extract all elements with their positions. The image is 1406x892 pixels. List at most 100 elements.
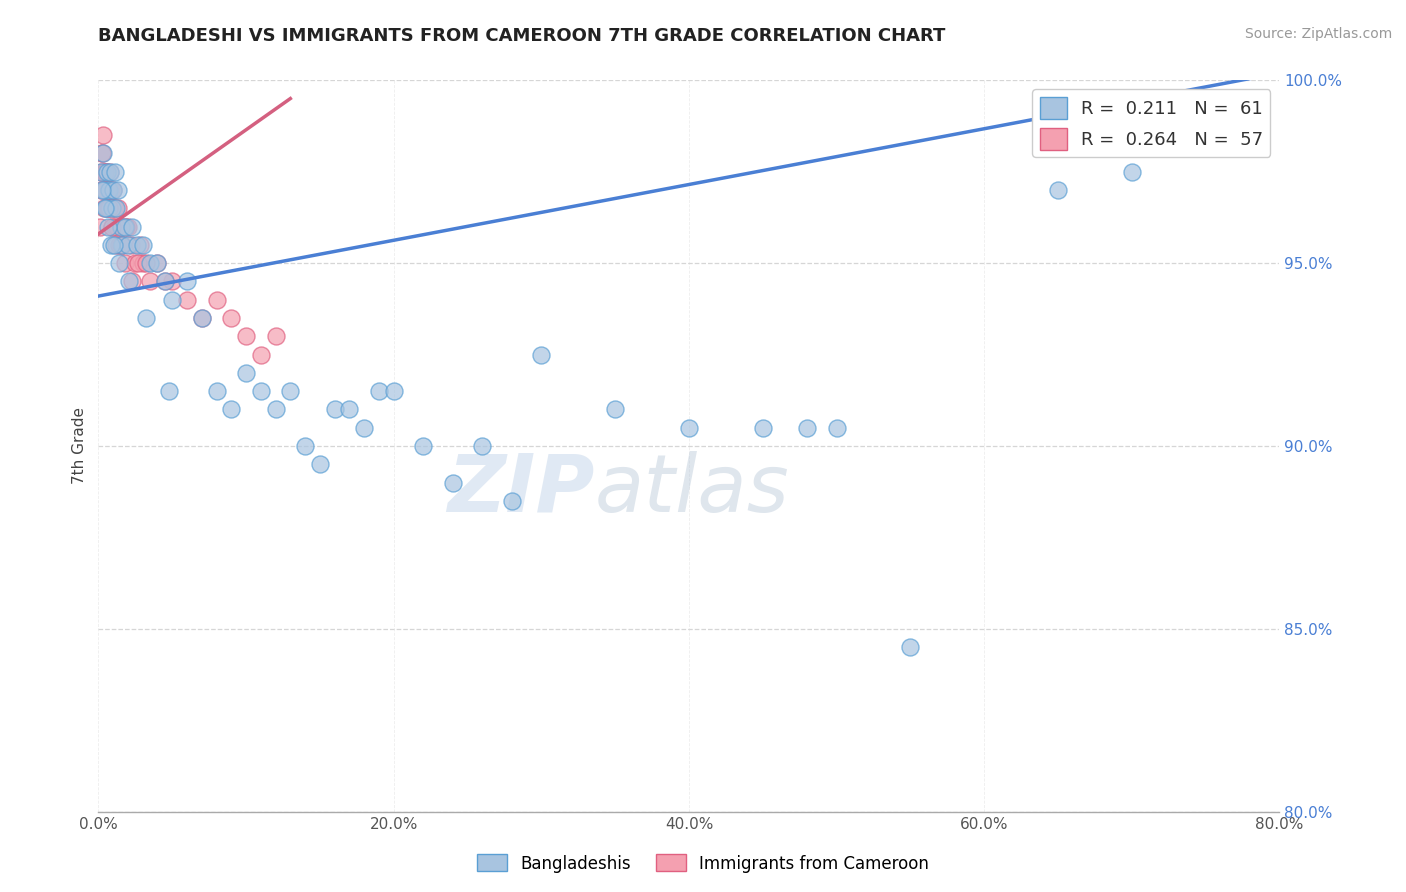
- Point: [97, 183, 120, 197]
- Point: [100, 183, 122, 197]
- Point: [100, 202, 122, 216]
- Point: [98, 164, 121, 178]
- Point: [103, 183, 125, 197]
- Point: [219, 402, 243, 417]
- Point: [91, 183, 114, 197]
- Point: [205, 384, 228, 398]
- Point: [117, 219, 139, 234]
- Point: [250, 348, 273, 362]
- Point: [91, 146, 114, 161]
- Text: atlas: atlas: [595, 450, 789, 529]
- Point: [91, 183, 114, 197]
- Point: [900, 640, 922, 654]
- Point: [278, 384, 302, 398]
- Point: [139, 274, 162, 288]
- Point: [96, 164, 118, 178]
- Point: [114, 256, 136, 270]
- Point: [118, 274, 141, 288]
- Point: [530, 348, 553, 362]
- Point: [337, 402, 360, 417]
- Point: [93, 183, 115, 197]
- Point: [110, 219, 132, 234]
- Point: [90, 164, 112, 178]
- Point: [191, 311, 214, 326]
- Point: [146, 256, 169, 270]
- Point: [501, 494, 523, 508]
- Point: [176, 293, 198, 307]
- Point: [111, 237, 134, 252]
- Point: [132, 237, 155, 252]
- Point: [219, 311, 243, 326]
- Point: [117, 237, 139, 252]
- Point: [1121, 164, 1143, 178]
- Point: [98, 164, 121, 178]
- Point: [153, 274, 176, 288]
- Point: [120, 237, 142, 252]
- Point: [100, 237, 122, 252]
- Point: [101, 219, 124, 234]
- Point: [98, 183, 121, 197]
- Point: [94, 183, 117, 197]
- Point: [139, 256, 162, 270]
- Point: [125, 237, 148, 252]
- Point: [115, 219, 138, 234]
- Point: [94, 164, 117, 178]
- Point: [94, 202, 117, 216]
- Point: [146, 256, 169, 270]
- Point: [101, 219, 124, 234]
- Point: [157, 384, 180, 398]
- Point: [97, 183, 120, 197]
- Point: [309, 458, 332, 472]
- Point: [162, 274, 183, 288]
- Point: [441, 475, 464, 490]
- Point: [98, 202, 121, 216]
- Point: [605, 402, 627, 417]
- Point: [107, 202, 129, 216]
- Point: [153, 274, 176, 288]
- Point: [382, 384, 405, 398]
- Point: [235, 366, 257, 380]
- Legend: Bangladeshis, Immigrants from Cameroon: Bangladeshis, Immigrants from Cameroon: [470, 847, 936, 880]
- Point: [796, 420, 818, 434]
- Point: [162, 293, 183, 307]
- Point: [114, 219, 136, 234]
- Point: [127, 256, 149, 270]
- Point: [124, 256, 146, 270]
- Text: ZIP: ZIP: [447, 450, 595, 529]
- Point: [93, 164, 115, 178]
- Point: [121, 219, 143, 234]
- Point: [471, 439, 494, 453]
- Y-axis label: 7th Grade: 7th Grade: [72, 408, 87, 484]
- Point: [1046, 183, 1069, 197]
- Point: [135, 256, 157, 270]
- Point: [323, 402, 346, 417]
- Point: [235, 329, 257, 343]
- Point: [105, 219, 128, 234]
- Point: [96, 164, 118, 178]
- Point: [825, 420, 848, 434]
- Point: [108, 237, 131, 252]
- Point: [90, 146, 112, 161]
- Point: [111, 237, 134, 252]
- Point: [103, 202, 125, 216]
- Point: [97, 183, 120, 197]
- Point: [104, 219, 127, 234]
- Point: [751, 420, 773, 434]
- Legend: R =  0.211   N =  61, R =  0.264   N =  57: R = 0.211 N = 61, R = 0.264 N = 57: [1032, 89, 1271, 157]
- Point: [250, 384, 273, 398]
- Point: [135, 311, 157, 326]
- Point: [205, 293, 228, 307]
- Point: [94, 202, 117, 216]
- Point: [91, 128, 114, 142]
- Point: [93, 164, 115, 178]
- Point: [104, 202, 127, 216]
- Point: [105, 202, 128, 216]
- Point: [132, 256, 155, 270]
- Point: [100, 202, 122, 216]
- Text: Source: ZipAtlas.com: Source: ZipAtlas.com: [1244, 27, 1392, 41]
- Point: [103, 237, 125, 252]
- Point: [1195, 91, 1218, 105]
- Point: [110, 219, 132, 234]
- Point: [353, 420, 375, 434]
- Point: [368, 384, 391, 398]
